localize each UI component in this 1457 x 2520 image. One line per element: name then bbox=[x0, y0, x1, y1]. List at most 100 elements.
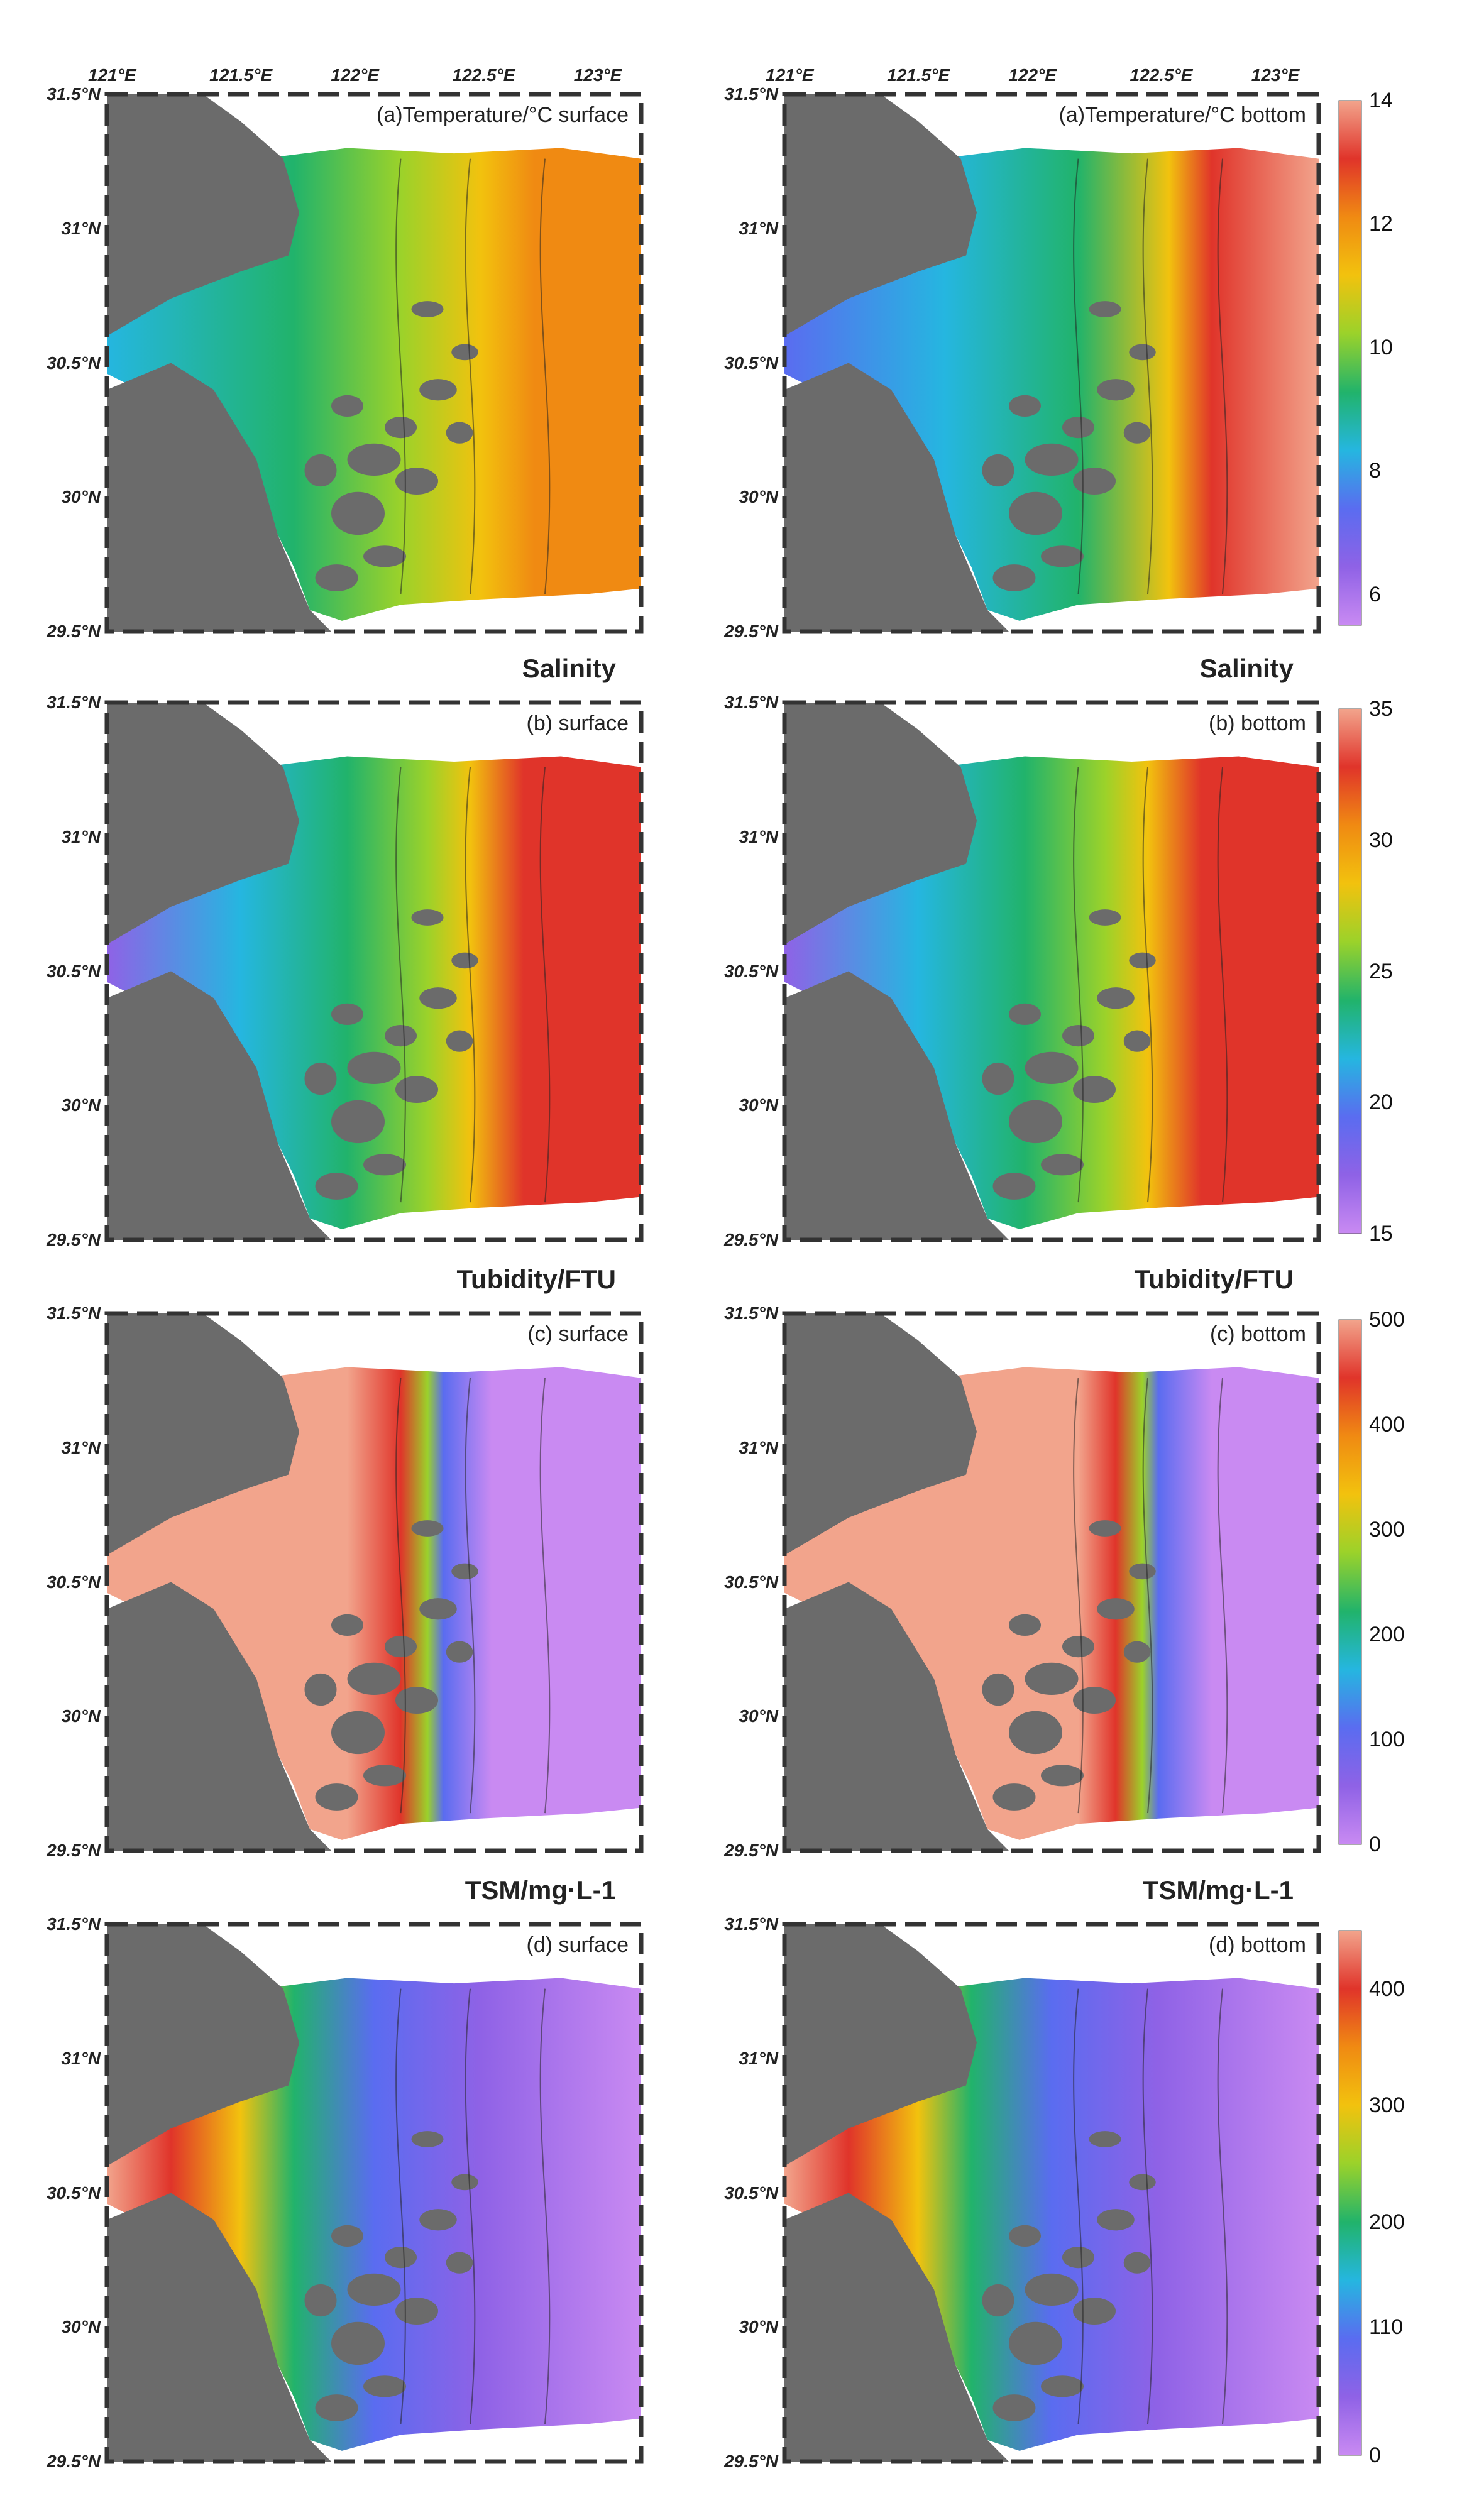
island bbox=[304, 1062, 337, 1095]
island bbox=[451, 344, 478, 361]
lat-label: 30°N bbox=[739, 1706, 778, 1726]
contour-line bbox=[465, 158, 476, 594]
island bbox=[982, 1673, 1014, 1706]
contour-line bbox=[539, 767, 551, 1203]
lon-label: 122°E bbox=[1008, 65, 1057, 85]
lat-label: 31.5°N bbox=[47, 693, 101, 712]
land-south bbox=[107, 1582, 331, 1851]
lat-label: 30.5°N bbox=[47, 2183, 101, 2203]
contour-line bbox=[395, 158, 406, 594]
land-north bbox=[784, 1313, 977, 1555]
colorbar-tick: 0 bbox=[1369, 2443, 1381, 2467]
lat-label: 31.5°N bbox=[724, 1914, 778, 1934]
island bbox=[446, 2252, 473, 2274]
island bbox=[1025, 443, 1079, 476]
island bbox=[1129, 2174, 1156, 2191]
island bbox=[451, 952, 478, 969]
lon-label: 123°E bbox=[1251, 65, 1300, 85]
land-north bbox=[107, 94, 299, 336]
colorbar-tick: 10 bbox=[1369, 335, 1393, 359]
island bbox=[347, 2273, 401, 2306]
island bbox=[411, 301, 444, 317]
lon-label: 123°E bbox=[573, 65, 622, 85]
island bbox=[331, 1711, 385, 1755]
island bbox=[331, 1614, 363, 1636]
lat-label: 29.5°N bbox=[47, 2452, 101, 2471]
lat-label: 31°N bbox=[739, 218, 778, 238]
island bbox=[331, 491, 385, 535]
contour-line bbox=[1142, 158, 1153, 594]
island bbox=[411, 2131, 444, 2147]
island bbox=[363, 1154, 406, 1176]
island bbox=[1041, 1154, 1084, 1176]
row-title: Salinity bbox=[1199, 654, 1294, 683]
colorbar-tick: 400 bbox=[1369, 1413, 1405, 1437]
island bbox=[1025, 1051, 1079, 1085]
colorbar-tick: 400 bbox=[1369, 1976, 1405, 2001]
island bbox=[1041, 2375, 1084, 2397]
island bbox=[304, 1673, 337, 1706]
island bbox=[1009, 1100, 1062, 1144]
lat-label: 31°N bbox=[61, 2048, 101, 2068]
island bbox=[1129, 952, 1156, 969]
lat-label: 30.5°N bbox=[724, 353, 778, 373]
island bbox=[419, 987, 457, 1009]
lon-label: 121°E bbox=[88, 65, 136, 85]
island bbox=[1009, 491, 1062, 535]
map-panel bbox=[104, 1922, 644, 2464]
land-north bbox=[107, 703, 299, 945]
land-south bbox=[784, 363, 1009, 632]
island bbox=[1073, 2298, 1116, 2325]
land-south bbox=[107, 971, 331, 1240]
island bbox=[1009, 395, 1041, 417]
island bbox=[992, 564, 1036, 591]
row-title: TSM/mg·L-1 bbox=[465, 1875, 616, 1905]
island bbox=[1089, 2131, 1121, 2147]
island bbox=[1009, 1711, 1062, 1755]
lon-label: 121.5°E bbox=[209, 65, 273, 85]
panel-label: (b) bottom bbox=[1205, 711, 1310, 736]
island bbox=[1009, 2321, 1062, 2365]
lat-label: 29.5°N bbox=[47, 1230, 101, 1249]
island bbox=[1089, 1520, 1121, 1537]
land-south bbox=[107, 363, 331, 632]
map-panel bbox=[104, 92, 644, 634]
contour-line bbox=[1217, 767, 1228, 1203]
island bbox=[315, 564, 358, 591]
colorbar-tick: 8 bbox=[1369, 459, 1381, 483]
island bbox=[395, 1687, 438, 1714]
lat-label: 31°N bbox=[739, 1437, 778, 1457]
island bbox=[1123, 2252, 1151, 2274]
island bbox=[1089, 301, 1121, 317]
island bbox=[385, 2247, 417, 2269]
lat-label: 30°N bbox=[61, 1095, 101, 1115]
island bbox=[1089, 909, 1121, 926]
island bbox=[331, 395, 363, 417]
island bbox=[331, 2321, 385, 2365]
map-frame bbox=[782, 1311, 1321, 1853]
colorbar-tick: 300 bbox=[1369, 2093, 1405, 2118]
colorbar-tick: 300 bbox=[1369, 1518, 1405, 1542]
island bbox=[385, 1636, 417, 1658]
island bbox=[446, 1641, 473, 1663]
island bbox=[304, 2284, 337, 2317]
lat-label: 29.5°N bbox=[724, 2452, 778, 2471]
lat-label: 29.5°N bbox=[47, 622, 101, 641]
island bbox=[1073, 468, 1116, 495]
lon-label: 121°E bbox=[766, 65, 814, 85]
lat-label: 30.5°N bbox=[47, 353, 101, 373]
colorbar bbox=[1338, 708, 1362, 1234]
lat-label: 31.5°N bbox=[724, 693, 778, 712]
lat-label: 31°N bbox=[739, 2048, 778, 2068]
island bbox=[347, 443, 401, 476]
island bbox=[1009, 1614, 1041, 1636]
map-frame bbox=[104, 92, 644, 634]
island bbox=[419, 1598, 457, 1620]
contour-line bbox=[395, 767, 406, 1203]
contour-line bbox=[539, 1988, 551, 2424]
colorbar-tick: 200 bbox=[1369, 2210, 1405, 2234]
island bbox=[419, 2209, 457, 2231]
colorbar-tick: 0 bbox=[1369, 1832, 1381, 1856]
lat-label: 30.5°N bbox=[47, 961, 101, 981]
